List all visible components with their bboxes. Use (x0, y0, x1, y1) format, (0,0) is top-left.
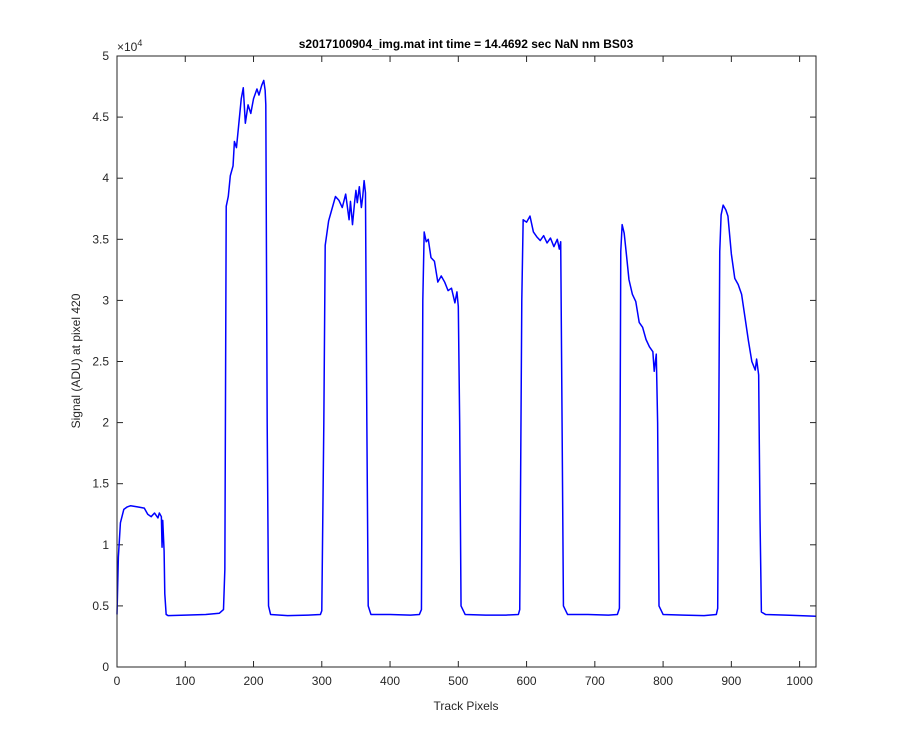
x-tick-label: 0 (114, 674, 121, 688)
x-tick-label: 300 (312, 674, 332, 688)
plot-frame (116, 55, 817, 668)
y-tick-label: 1.5 (92, 477, 109, 491)
series-line (116, 79, 817, 618)
y-tick-label: 3.5 (92, 232, 109, 246)
x-tick-label: 500 (448, 674, 468, 688)
x-tick-label: 800 (653, 674, 673, 688)
x-tick-label: 600 (517, 674, 537, 688)
y-tick-label: 4 (102, 171, 109, 185)
y-tick-label: 4.5 (92, 110, 109, 124)
y-tick-label: 2.5 (92, 355, 109, 369)
x-tick-label: 400 (380, 674, 400, 688)
y-axis-exponent-power: 4 (137, 38, 142, 48)
ticks-layer: 0 100 200 300 400 500 600 700 800 900 1000 0 0.5 1 1.5… (92, 49, 816, 688)
y-tick-label: 0 (102, 660, 109, 674)
y-tick-label: 1 (102, 538, 109, 552)
y-axis-exponent: ×104 (117, 38, 142, 54)
x-tick-label: 200 (244, 674, 264, 688)
x-tick-label: 100 (175, 674, 195, 688)
plot-area (117, 56, 816, 667)
y-tick-label: 3 (102, 293, 109, 307)
x-tick-label: 700 (585, 674, 605, 688)
y-axis-exponent-base: ×10 (117, 40, 138, 54)
x-tick-label: 900 (721, 674, 741, 688)
y-tick-label: 2 (102, 416, 109, 430)
y-tick-label: 5 (102, 49, 109, 63)
x-tick-label: 1000 (786, 674, 813, 688)
y-tick-label: 0.5 (92, 599, 109, 613)
y-axis-label: Signal (ADU) at pixel 420 (69, 293, 83, 428)
chart-title: s2017100904_img.mat int time = 14.4692 s… (299, 37, 634, 51)
x-axis-label: Track Pixels (434, 699, 499, 713)
